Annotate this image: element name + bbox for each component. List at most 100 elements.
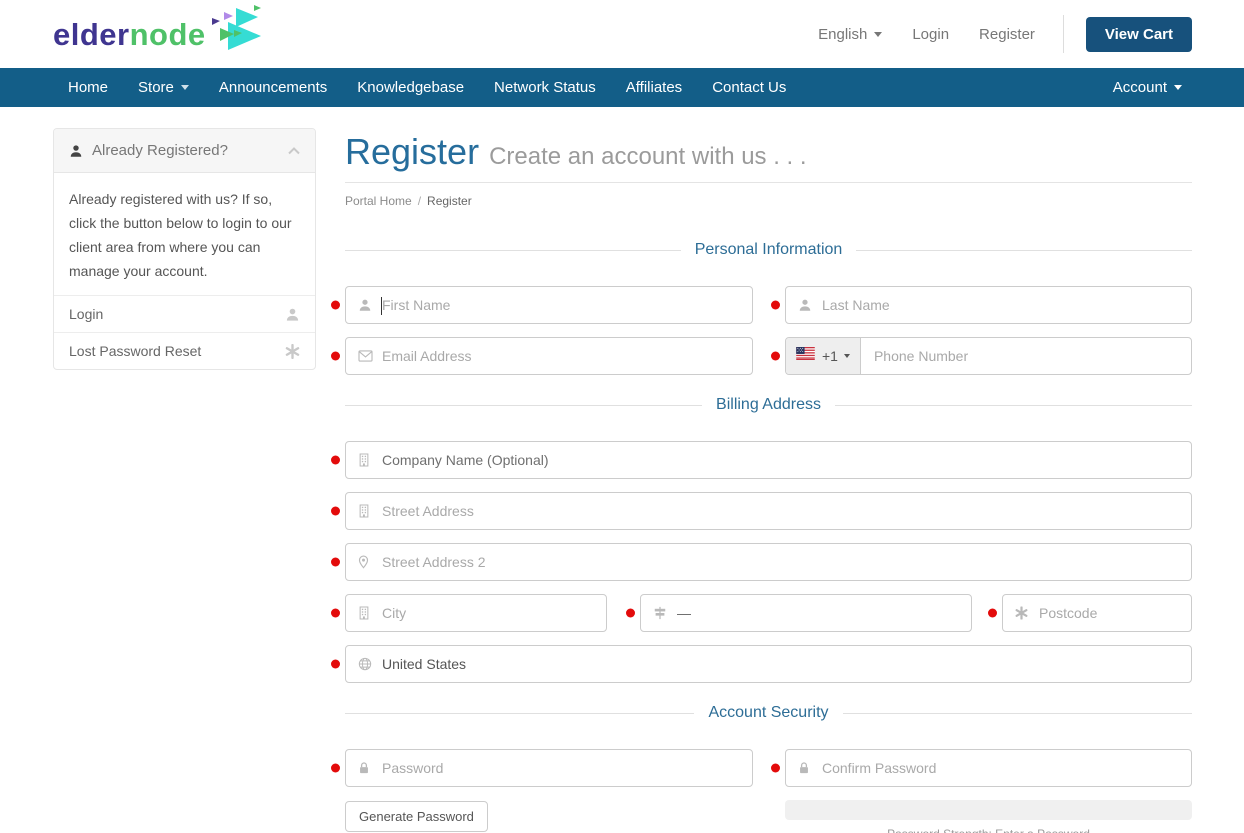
sidebar-login-label: Login bbox=[69, 306, 104, 322]
first-name-input[interactable] bbox=[346, 287, 752, 324]
required-dot bbox=[331, 351, 340, 361]
panel-description: Already registered with us? If so, click… bbox=[69, 191, 292, 279]
street-address-input[interactable] bbox=[346, 493, 1191, 530]
sidebar-item-login[interactable]: Login bbox=[54, 295, 315, 332]
page-content: Already Registered? Already registered w… bbox=[0, 107, 1244, 833]
nav-item-contact-us[interactable]: Contact Us bbox=[712, 79, 787, 96]
eldernode-logo[interactable]: eldernode bbox=[53, 4, 262, 55]
user-icon bbox=[358, 298, 372, 312]
main-navbar: Home Store Announcements Knowledgebase N… bbox=[0, 68, 1244, 107]
required-dot bbox=[771, 763, 780, 773]
section-heading-billing-address: Billing Address bbox=[345, 396, 1192, 414]
chevron-down-icon bbox=[874, 31, 883, 37]
panel-header-already-registered[interactable]: Already Registered? bbox=[54, 129, 315, 173]
nav-item-home[interactable]: Home bbox=[68, 79, 109, 96]
building-icon bbox=[358, 606, 370, 620]
billing-address-label: Billing Address bbox=[716, 396, 821, 414]
language-selector[interactable]: English bbox=[818, 25, 883, 43]
chevron-down-icon bbox=[843, 354, 850, 359]
nav-item-affiliates[interactable]: Affiliates bbox=[625, 79, 683, 96]
last-name-field-wrap bbox=[785, 286, 1192, 325]
user-icon bbox=[285, 307, 300, 322]
nav-item-store[interactable]: Store bbox=[123, 68, 204, 107]
country-group: United States bbox=[331, 645, 1192, 684]
chevron-down-icon bbox=[1174, 85, 1182, 90]
required-dot bbox=[331, 557, 340, 567]
contact-row: +1 bbox=[331, 337, 1192, 376]
password-group bbox=[331, 749, 753, 788]
header-divider bbox=[1062, 15, 1064, 53]
postcode-input[interactable] bbox=[1003, 595, 1191, 632]
personal-information-label: Personal Information bbox=[694, 241, 843, 259]
login-link[interactable]: Login bbox=[912, 25, 950, 43]
first-name-field-wrap bbox=[345, 286, 753, 325]
phone-country-selector[interactable]: +1 bbox=[786, 338, 861, 375]
postcode-field-wrap bbox=[1002, 594, 1192, 633]
building-icon bbox=[358, 504, 370, 518]
postcode-group bbox=[988, 594, 1192, 633]
country-row: United States bbox=[331, 645, 1192, 684]
page-title: Register bbox=[345, 131, 480, 172]
country-select-wrap: United States bbox=[345, 645, 1192, 684]
asterisk-icon bbox=[1015, 606, 1028, 620]
globe-icon bbox=[358, 657, 372, 671]
state-select[interactable]: — bbox=[677, 605, 691, 622]
logo-text-node: node bbox=[129, 16, 206, 52]
sidebar-item-lost-password-reset[interactable]: Lost Password Reset bbox=[54, 332, 315, 369]
breadcrumb-separator: / bbox=[417, 194, 422, 209]
state-select-wrap: — bbox=[640, 594, 972, 633]
chevron-up-icon[interactable] bbox=[288, 146, 300, 155]
confirm-password-input[interactable] bbox=[786, 750, 1191, 787]
password-field-wrap bbox=[345, 749, 753, 788]
email-input[interactable] bbox=[346, 338, 752, 375]
breadcrumb-portal-home[interactable]: Portal Home bbox=[345, 194, 412, 209]
lock-icon bbox=[798, 761, 810, 775]
company-group bbox=[331, 441, 1192, 480]
logo-text: eldernode bbox=[53, 19, 206, 50]
required-dot bbox=[331, 455, 340, 465]
breadcrumb: Portal Home / Register bbox=[345, 194, 1192, 208]
email-field-wrap bbox=[345, 337, 753, 376]
password-input[interactable] bbox=[346, 750, 752, 787]
nav-item-account[interactable]: Account bbox=[1103, 68, 1192, 107]
phone-input[interactable] bbox=[860, 338, 1191, 375]
street1-row bbox=[331, 492, 1192, 531]
password-tools-row: Generate Password Password Strength: Ent… bbox=[345, 800, 1192, 833]
company-name-input[interactable] bbox=[346, 442, 1191, 479]
nav-item-knowledgebase[interactable]: Knowledgebase bbox=[357, 79, 465, 96]
nav-item-network-status[interactable]: Network Status bbox=[494, 79, 596, 96]
logo-text-elder: elder bbox=[53, 16, 130, 52]
signpost-icon bbox=[653, 606, 667, 620]
language-label: English bbox=[818, 25, 868, 43]
state-group: — bbox=[626, 594, 972, 633]
nav-store-label: Store bbox=[138, 79, 174, 96]
nav-item-announcements[interactable]: Announcements bbox=[218, 79, 328, 96]
logo-arrows-icon bbox=[200, 2, 262, 55]
user-icon bbox=[69, 144, 83, 158]
last-name-input[interactable] bbox=[786, 287, 1191, 324]
company-field-wrap bbox=[345, 441, 1192, 480]
chevron-down-icon bbox=[180, 85, 189, 90]
street2-group bbox=[331, 543, 1192, 582]
lock-icon bbox=[358, 761, 370, 775]
street2-field-wrap bbox=[345, 543, 1192, 582]
street-address2-input[interactable] bbox=[346, 544, 1191, 581]
city-group bbox=[331, 594, 607, 633]
phone-field-wrap: +1 bbox=[785, 337, 1192, 376]
building-icon bbox=[358, 453, 370, 467]
confirm-password-group bbox=[771, 749, 1192, 788]
name-row bbox=[331, 286, 1192, 325]
panel-title: Already Registered? bbox=[92, 142, 228, 159]
asterisk-icon bbox=[285, 343, 300, 359]
confirm-password-field-wrap bbox=[785, 749, 1192, 788]
header-actions: English Login Register View Cart bbox=[788, 15, 1192, 53]
register-link[interactable]: Register bbox=[979, 25, 1035, 43]
last-name-group bbox=[771, 286, 1192, 325]
page-title-row: Register Create an account with us . . . bbox=[345, 128, 1192, 173]
view-cart-button[interactable]: View Cart bbox=[1085, 16, 1192, 52]
country-select[interactable]: United States bbox=[382, 656, 467, 673]
city-input[interactable] bbox=[346, 595, 606, 632]
generate-password-button[interactable]: Generate Password bbox=[345, 801, 488, 833]
city-field-wrap bbox=[345, 594, 607, 633]
street1-field-wrap bbox=[345, 492, 1192, 531]
